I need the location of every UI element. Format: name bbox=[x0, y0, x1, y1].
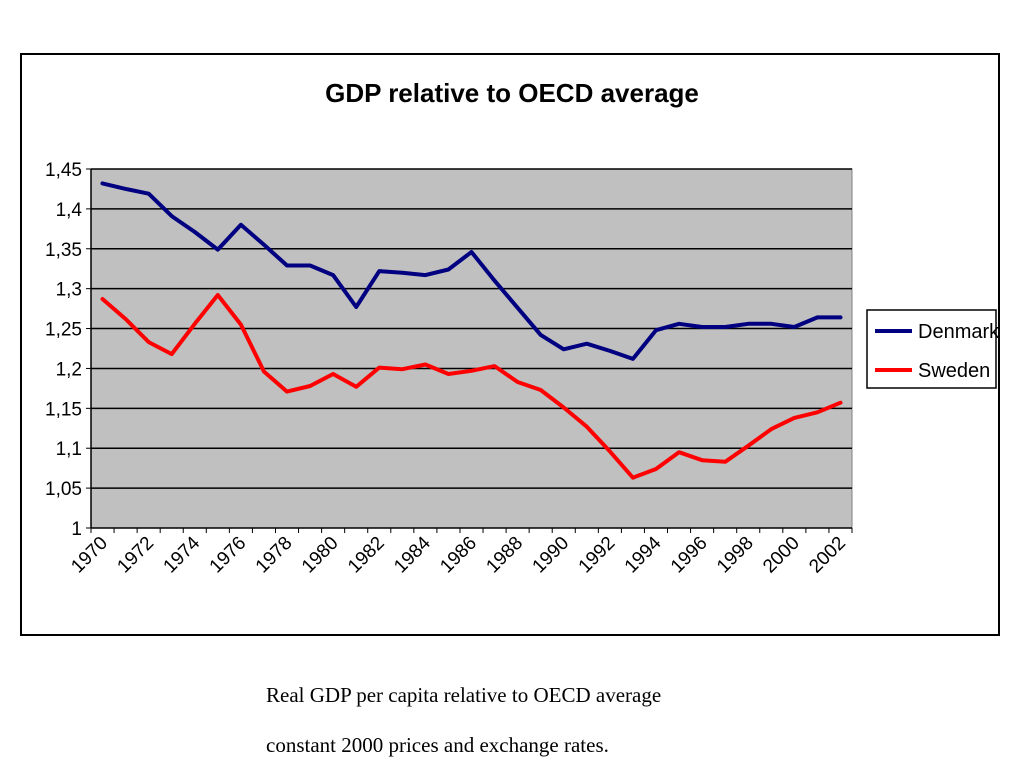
x-tick-label: 1992 bbox=[575, 533, 620, 578]
caption-line-2: constant 2000 prices and exchange rates. bbox=[266, 733, 609, 757]
caption: Real GDP per capita relative to OECD ave… bbox=[266, 680, 661, 780]
y-tick-label: 1,35 bbox=[45, 240, 82, 261]
gridlines bbox=[91, 168, 852, 489]
x-tick-label: 1976 bbox=[206, 533, 251, 578]
legend-label-sweden: Sweden bbox=[918, 360, 990, 382]
series-line-denmark bbox=[100, 181, 843, 361]
y-tick-label: 1,4 bbox=[56, 200, 83, 221]
series-line-sweden bbox=[100, 293, 843, 480]
y-tick-label: 1,3 bbox=[56, 280, 82, 301]
x-tick-label: 1994 bbox=[621, 532, 666, 577]
legend-label-denmark: Denmark bbox=[918, 321, 1000, 343]
legend-box bbox=[866, 309, 997, 389]
y-tick-label: 1,1 bbox=[56, 439, 82, 460]
x-tick-label: 1988 bbox=[482, 533, 527, 578]
x-tick-label: 1984 bbox=[390, 532, 435, 577]
y-tick-label: 1,15 bbox=[45, 399, 82, 420]
x-tick-label: 1986 bbox=[436, 533, 481, 578]
x-tick-label: 1990 bbox=[529, 533, 574, 578]
chart-title: GDP relative to OECD average bbox=[325, 78, 699, 108]
x-tick-label: 1996 bbox=[667, 533, 712, 578]
series-lines bbox=[100, 181, 843, 480]
x-tick-label: 1980 bbox=[298, 533, 343, 578]
x-tick-label: 1998 bbox=[713, 533, 758, 578]
x-tick-label: 2000 bbox=[759, 533, 804, 578]
x-tick-label: 1974 bbox=[160, 532, 205, 577]
x-tick-label: 2002 bbox=[805, 533, 850, 578]
y-tick-label: 1,2 bbox=[56, 359, 82, 380]
x-tick-label: 1972 bbox=[113, 533, 158, 578]
caption-line-1: Real GDP per capita relative to OECD ave… bbox=[266, 683, 662, 707]
y-tick-label: 1,25 bbox=[45, 320, 82, 341]
y-tick-label: 1,45 bbox=[45, 160, 82, 181]
plot-area bbox=[90, 168, 853, 529]
x-tick-label: 1982 bbox=[344, 533, 389, 578]
y-tick-label: 1,05 bbox=[45, 479, 82, 500]
y-tick-label: 1 bbox=[71, 519, 82, 540]
legend: Denmark Sweden bbox=[866, 309, 1000, 389]
x-tick-label: 1978 bbox=[252, 533, 297, 578]
